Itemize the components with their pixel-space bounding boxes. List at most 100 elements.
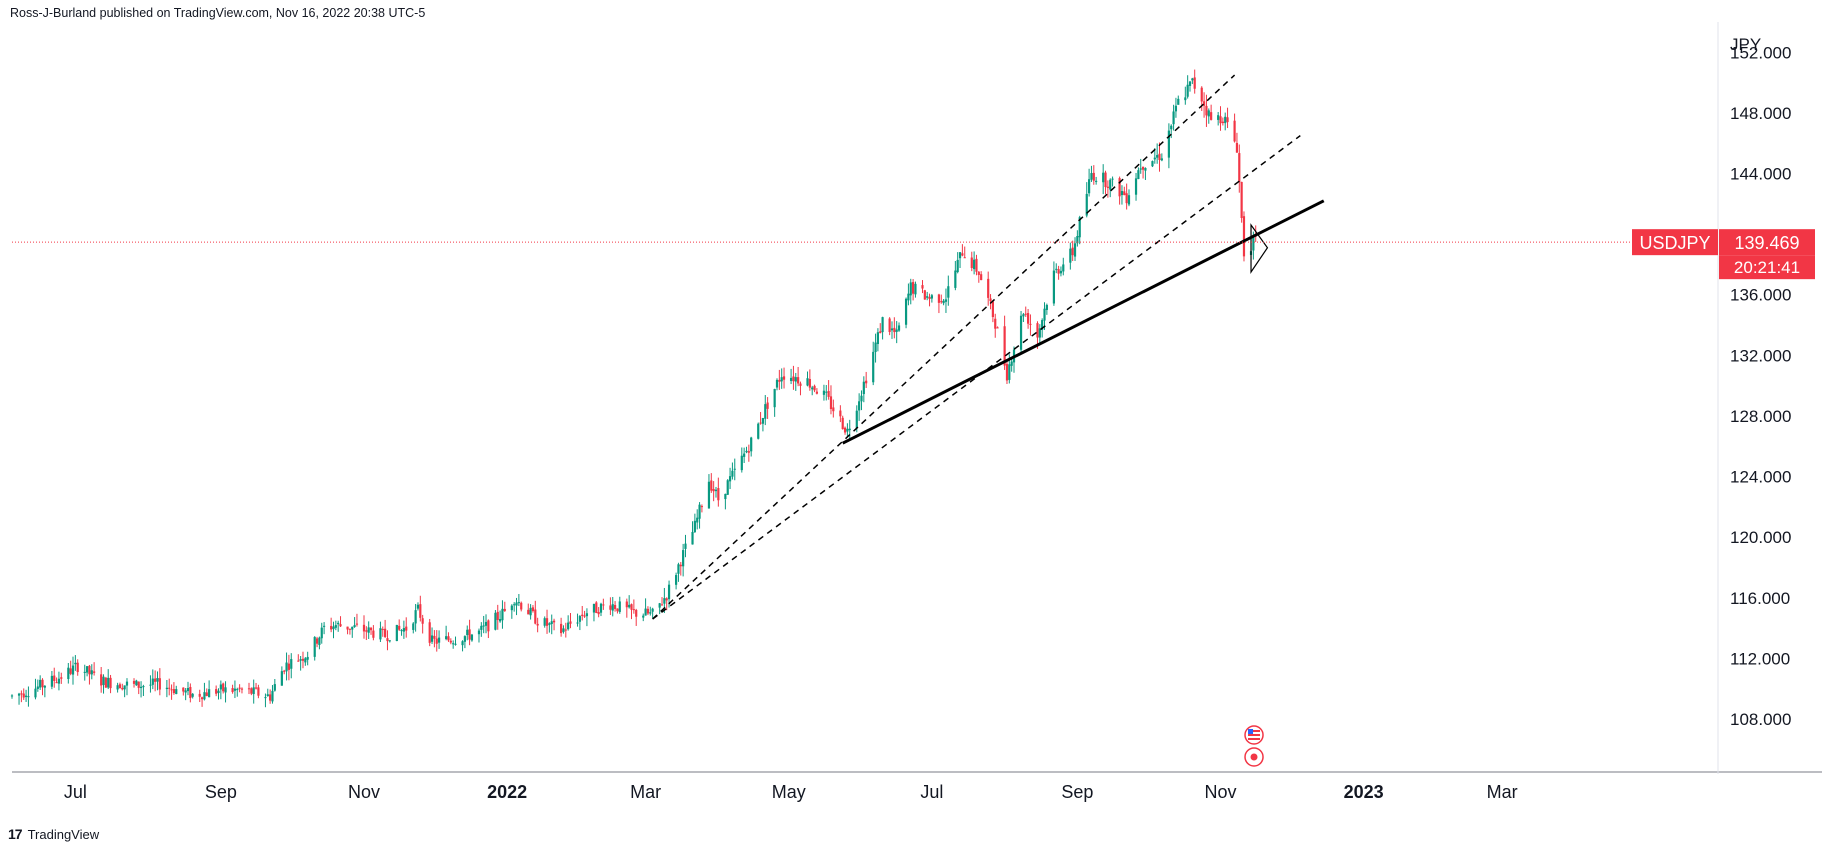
- triangle-pattern[interactable]: [1250, 223, 1269, 274]
- x-tick-label: Jul: [920, 782, 943, 802]
- dashed-trendline[interactable]: [652, 135, 1301, 620]
- y-tick-label: 128.000: [1730, 407, 1791, 426]
- dashed-trendline[interactable]: [652, 74, 1236, 620]
- candle-body: [20, 693, 23, 695]
- candle-body: [41, 679, 44, 688]
- candle-body: [1043, 308, 1046, 321]
- chart-svg[interactable]: JPY 108.000 112.000 116.000 120.000 124.000 12…: [0, 22, 1834, 820]
- last-price-label: 139.469: [1734, 233, 1799, 253]
- candle-body: [714, 489, 718, 492]
- candle-body: [747, 451, 750, 453]
- candle-body: [829, 396, 833, 409]
- candle-body: [527, 609, 530, 615]
- publisher-caption: Ross-J-Burland published on TradingView.…: [10, 6, 426, 20]
- candle-body: [372, 630, 375, 638]
- candle-body: [977, 271, 980, 275]
- candle-body: [1109, 179, 1112, 190]
- us-flag-icon[interactable]: [1244, 725, 1264, 745]
- candle-body: [581, 614, 584, 616]
- candle-body: [454, 643, 457, 645]
- candle-body: [1127, 195, 1131, 205]
- candle-body: [1019, 315, 1023, 350]
- candle-body: [414, 610, 417, 624]
- candle-body: [1045, 304, 1048, 310]
- price-chart[interactable]: JPY 108.000 112.000 116.000 120.000 124.000 12…: [0, 22, 1834, 820]
- candle-body: [888, 318, 891, 333]
- x-tick-label: Sep: [1061, 782, 1093, 802]
- candle-body: [400, 630, 403, 632]
- candle-body: [1202, 101, 1206, 106]
- candle-body: [1024, 313, 1027, 315]
- candle-body: [815, 391, 818, 394]
- x-tick-label: 2023: [1344, 782, 1384, 802]
- candle-body: [970, 257, 973, 268]
- candle-body: [665, 598, 668, 601]
- candle-body: [104, 677, 107, 688]
- candle-body: [53, 675, 56, 681]
- candle-body: [865, 380, 868, 384]
- candle-body: [118, 684, 122, 689]
- candle-body: [297, 660, 300, 662]
- candle-body: [764, 404, 767, 419]
- candle-body: [1125, 193, 1128, 204]
- countdown-label: 20:21:41: [1734, 258, 1800, 277]
- candle-body: [766, 402, 769, 409]
- candle-body: [876, 332, 880, 345]
- candle-body: [280, 671, 283, 686]
- candle-body: [247, 688, 251, 690]
- candle-body: [1235, 142, 1239, 153]
- candle-body: [1160, 158, 1163, 161]
- candle-body: [257, 687, 260, 696]
- candle-body: [731, 470, 734, 477]
- candle-body: [1005, 364, 1009, 381]
- candle-body: [412, 623, 415, 630]
- candle-body: [186, 688, 190, 692]
- candle-body: [1139, 168, 1142, 170]
- candle-body: [22, 693, 25, 698]
- target-icon[interactable]: [1244, 747, 1264, 767]
- candle-body: [536, 623, 539, 626]
- candle-body: [682, 550, 685, 567]
- candle-body: [269, 694, 272, 701]
- candle-body: [452, 643, 455, 645]
- candle-body: [897, 325, 901, 331]
- candle-body: [693, 520, 696, 533]
- candle-body: [923, 290, 926, 300]
- candle-body: [872, 351, 875, 383]
- candle-body: [355, 623, 359, 625]
- candle-body: [1062, 264, 1065, 272]
- candle-body: [1210, 112, 1213, 120]
- candle-body: [625, 601, 628, 608]
- candle-body: [17, 693, 21, 696]
- candle-body: [595, 602, 598, 613]
- candle-body: [592, 603, 596, 613]
- x-tick-label: Nov: [348, 782, 380, 802]
- candle-body: [1118, 178, 1121, 197]
- candle-body: [154, 678, 157, 682]
- candle-body: [761, 417, 765, 424]
- candle-body: [437, 637, 441, 643]
- candle-body: [839, 410, 842, 417]
- candle-body: [989, 298, 992, 302]
- candle-body: [724, 493, 727, 500]
- candle-body: [1188, 81, 1192, 86]
- candle-body: [205, 692, 208, 696]
- candle-body: [757, 423, 760, 439]
- candle-body: [806, 378, 809, 386]
- candle-body: [1141, 166, 1145, 170]
- candle-body: [947, 286, 950, 298]
- candle-body: [613, 605, 617, 609]
- candle-body: [1078, 217, 1081, 238]
- candle-body: [552, 620, 556, 623]
- x-tick-label: May: [772, 782, 806, 802]
- solid-trendline[interactable]: [842, 199, 1325, 445]
- candle-body: [175, 689, 178, 695]
- candle-body: [799, 383, 802, 386]
- candle-body: [1057, 269, 1060, 274]
- candle-body: [379, 628, 382, 640]
- candle-body: [494, 612, 497, 630]
- candle-body: [332, 626, 335, 630]
- candle-body: [477, 630, 481, 635]
- candle-body: [315, 638, 319, 644]
- candle-body: [351, 626, 354, 630]
